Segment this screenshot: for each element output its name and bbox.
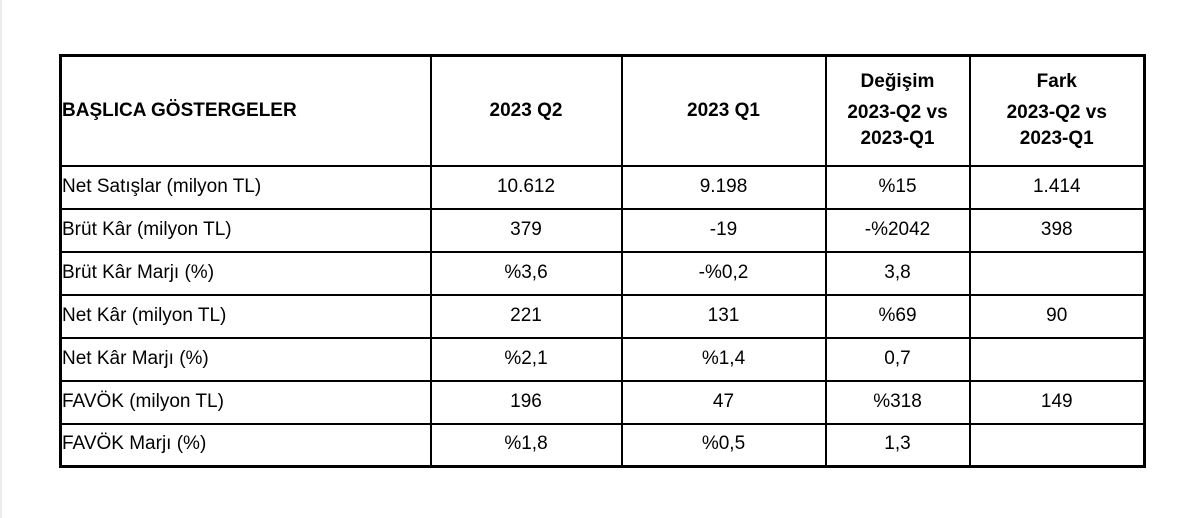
column-header-change: Değişim 2023-Q2 vs 2023-Q1	[824, 54, 971, 167]
key-indicators-table: BAŞLICA GÖSTERGELER 2023 Q2 2023 Q1 Deği…	[59, 54, 1146, 468]
row-label: FAVÖK (milyon TL)	[59, 379, 432, 425]
cell-difference	[968, 250, 1146, 296]
cell-2023-q2: %2,1	[429, 336, 623, 382]
column-header-change-title: Değişim	[860, 71, 935, 93]
column-header-difference-title: Fark	[1036, 71, 1077, 93]
column-header-2023-q2: 2023 Q2	[429, 54, 623, 167]
cell-2023-q1: %0,5	[620, 422, 827, 468]
cell-2023-q1: -%0,2	[620, 250, 827, 296]
cell-change: 0,7	[824, 336, 971, 382]
column-header-indicators: BAŞLICA GÖSTERGELER	[59, 54, 432, 167]
cell-2023-q1: -19	[620, 207, 827, 253]
table-row-gross-profit-margin: Brüt Kâr Marjı (%) %3,6 -%0,2 3,8	[59, 250, 1146, 296]
cell-2023-q1: 131	[620, 293, 827, 339]
cell-2023-q2: %3,6	[429, 250, 623, 296]
column-header-2023-q1: 2023 Q1	[620, 54, 827, 167]
cell-2023-q2: 221	[429, 293, 623, 339]
screenshot-left-edge	[0, 0, 2, 518]
table-row-gross-profit: Brüt Kâr (milyon TL) 379 -19 -%2042 398	[59, 207, 1146, 253]
row-label: Net Kâr Marjı (%)	[59, 336, 432, 382]
cell-2023-q2: %1,8	[429, 422, 623, 468]
cell-change: -%2042	[824, 207, 971, 253]
table-row-ebitda-margin: FAVÖK Marjı (%) %1,8 %0,5 1,3	[59, 422, 1146, 468]
cell-difference: 90	[968, 293, 1146, 339]
row-label: Net Kâr (milyon TL)	[59, 293, 432, 339]
cell-2023-q2: 196	[429, 379, 623, 425]
row-label: Net Satışlar (milyon TL)	[59, 164, 432, 210]
cell-difference: 398	[968, 207, 1146, 253]
cell-difference	[968, 422, 1146, 468]
key-indicators-table-container: BAŞLICA GÖSTERGELER 2023 Q2 2023 Q1 Deği…	[59, 54, 1146, 468]
cell-2023-q2: 379	[429, 207, 623, 253]
cell-difference: 149	[968, 379, 1146, 425]
cell-2023-q1: 47	[620, 379, 827, 425]
row-label: FAVÖK Marjı (%)	[59, 422, 432, 468]
cell-2023-q2: 10.612	[429, 164, 623, 210]
cell-difference	[968, 336, 1146, 382]
table-row-ebitda: FAVÖK (milyon TL) 196 47 %318 149	[59, 379, 1146, 425]
cell-difference: 1.414	[968, 164, 1146, 210]
column-header-difference-subtitle: 2023-Q2 vs 2023-Q1	[1006, 101, 1107, 149]
table-header-row: BAŞLICA GÖSTERGELER 2023 Q2 2023 Q1 Deği…	[59, 54, 1146, 167]
table-row-net-profit-margin: Net Kâr Marjı (%) %2,1 %1,4 0,7	[59, 336, 1146, 382]
row-label: Brüt Kâr (milyon TL)	[59, 207, 432, 253]
table-row-net-sales: Net Satışlar (milyon TL) 10.612 9.198 %1…	[59, 164, 1146, 210]
cell-change: 3,8	[824, 250, 971, 296]
cell-change: %69	[824, 293, 971, 339]
cell-change: %318	[824, 379, 971, 425]
cell-2023-q1: 9.198	[620, 164, 827, 210]
cell-2023-q1: %1,4	[620, 336, 827, 382]
cell-change: %15	[824, 164, 971, 210]
cell-change: 1,3	[824, 422, 971, 468]
column-header-difference: Fark 2023-Q2 vs 2023-Q1	[968, 54, 1146, 167]
column-header-change-subtitle: 2023-Q2 vs 2023-Q1	[847, 101, 948, 149]
row-label: Brüt Kâr Marjı (%)	[59, 250, 432, 296]
table-row-net-profit: Net Kâr (milyon TL) 221 131 %69 90	[59, 293, 1146, 339]
